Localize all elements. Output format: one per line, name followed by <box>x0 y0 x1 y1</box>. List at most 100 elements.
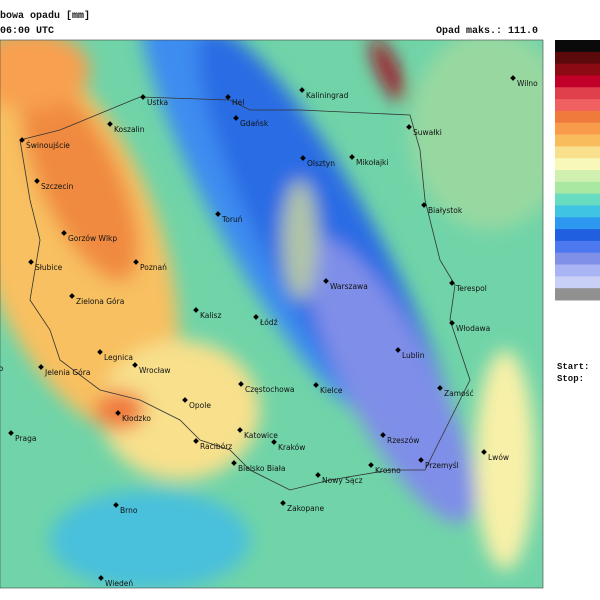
city-label: Mikołajki <box>356 158 388 167</box>
city-label: Kłodzko <box>122 414 151 423</box>
city-marker <box>313 382 319 388</box>
legend-swatch <box>555 252 600 266</box>
legend-swatch <box>555 276 600 289</box>
city-label: Szczecin <box>41 182 74 191</box>
city-marker <box>271 439 277 445</box>
city-marker <box>315 472 321 478</box>
city-label: Opole <box>189 401 211 410</box>
city-label: Jelenia Góra <box>44 368 90 377</box>
city-marker <box>132 362 138 368</box>
city-marker <box>225 94 231 100</box>
city-marker <box>133 259 139 265</box>
city-marker <box>140 94 146 100</box>
city-label: Krosno <box>375 466 401 475</box>
legend-swatch <box>555 288 600 301</box>
city-label: Rzeszów <box>387 436 419 445</box>
city-label: Zamość <box>444 389 474 398</box>
city-marker <box>323 278 329 284</box>
city-marker <box>437 385 443 391</box>
legend-swatch <box>555 170 600 183</box>
legend-swatch <box>555 240 600 254</box>
legend-swatch <box>555 264 600 277</box>
city-marker <box>349 154 355 160</box>
city-marker <box>238 381 244 387</box>
city-marker <box>115 410 121 416</box>
city-marker <box>449 320 455 326</box>
city-label: Toruń <box>221 215 243 224</box>
city-label: Poznań <box>140 263 167 272</box>
city-label: Gorzów Wlkp <box>68 234 117 243</box>
city-marker <box>97 349 103 355</box>
city-label: Kaliningrad <box>306 91 349 100</box>
city-marker <box>380 432 386 438</box>
city-marker <box>107 121 113 127</box>
city-label: Zakopane <box>287 504 325 513</box>
title: bowa opadu [mm] <box>0 10 90 22</box>
cities: Ustka Hel Kaliningrad Koszalin Gdańsk Suwałki… <box>0 75 538 588</box>
city-label: Katowice <box>244 431 278 440</box>
city-label: Lublin <box>402 351 425 360</box>
city-label: Wrocław <box>139 366 171 375</box>
legend-swatch <box>555 205 600 218</box>
city-label: Kielce <box>320 386 343 395</box>
city-label: Zielona Góra <box>76 297 124 306</box>
city-marker <box>406 124 412 130</box>
city-marker <box>193 307 199 313</box>
city-marker <box>253 314 259 320</box>
city-label: Słubice <box>35 263 63 272</box>
city-label: Białystok <box>428 206 463 215</box>
city-label: Kalisz <box>200 311 221 320</box>
city-label: Wilno <box>517 79 538 88</box>
legend-swatch <box>555 193 600 206</box>
city-marker <box>395 347 401 353</box>
legend-swatch <box>555 134 600 147</box>
city-marker <box>98 575 104 581</box>
city-label: Łódź <box>259 318 278 327</box>
city-label: Wiedeń <box>105 579 133 588</box>
time: 06:00 UTC <box>0 26 54 37</box>
map-frame <box>0 39 544 589</box>
city-label: Brno <box>120 506 138 515</box>
city-marker <box>300 155 306 161</box>
city-label: Koszalin <box>114 125 145 134</box>
city-marker <box>237 427 243 433</box>
legend-swatch <box>555 40 600 53</box>
city-label: Bielsko Biała <box>238 464 285 473</box>
city-marker <box>215 211 221 217</box>
city-marker <box>368 462 374 468</box>
legend-swatch <box>555 51 600 65</box>
legend-swatch <box>555 87 600 100</box>
city-label: Ustka <box>147 98 168 107</box>
legend-swatch <box>555 75 600 88</box>
city-label: Przemyśl <box>425 461 459 470</box>
city-label: Częstochowa <box>245 385 294 394</box>
city-marker <box>233 115 239 121</box>
city-marker <box>299 87 305 93</box>
city-marker <box>182 397 188 403</box>
legend-swatch <box>555 217 600 230</box>
city-label: Olsztyn <box>307 159 335 168</box>
city-label: Gdańsk <box>240 119 269 128</box>
city-marker <box>19 137 25 143</box>
city-label: no <box>0 364 4 373</box>
city-label: Terespol <box>455 284 487 293</box>
city-label: Kraków <box>278 443 305 452</box>
city-marker <box>481 449 487 455</box>
city-marker <box>449 280 455 286</box>
legend <box>555 40 600 301</box>
legend-swatch <box>555 181 600 195</box>
city-marker <box>231 460 237 466</box>
city-marker <box>510 75 516 81</box>
border <box>19 96 471 491</box>
city-label: Warszawa <box>330 282 368 291</box>
legend-swatch <box>555 99 600 112</box>
side-labels: Start: Stop: <box>557 362 589 384</box>
precip-field <box>0 40 543 588</box>
city-marker <box>113 502 119 508</box>
city-label: Włodawa <box>456 324 490 333</box>
city-marker <box>69 293 75 299</box>
legend-swatch <box>555 229 600 242</box>
city-label: Suwałki <box>413 128 442 137</box>
side-label: Start: <box>557 362 589 372</box>
